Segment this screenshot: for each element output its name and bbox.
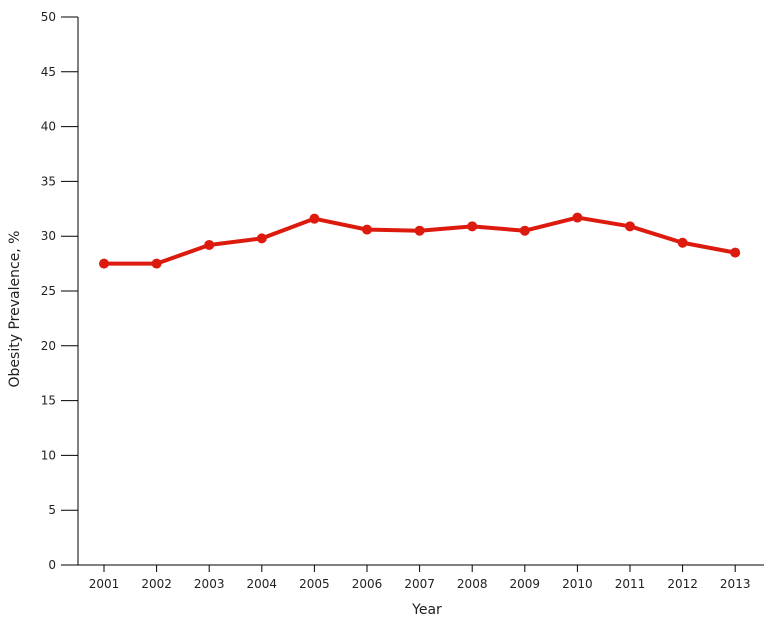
y-axis-title: Obesity Prevalence, % [7,231,23,388]
x-tick-label: 2006 [352,577,383,591]
x-tick-label: 2004 [247,577,278,591]
x-tick-label: 2002 [141,577,172,591]
x-tick-label: 2007 [404,577,435,591]
x-tick-label: 2008 [457,577,488,591]
y-tick-label: 10 [41,448,56,462]
x-tick-label: 2009 [510,577,541,591]
x-tick-label: 2013 [720,577,751,591]
data-point-marker [362,224,372,235]
data-point-marker [256,233,267,244]
y-tick-label: 25 [41,284,56,298]
y-tick-label: 45 [41,65,56,79]
data-point-marker [414,225,425,236]
data-point-marker [99,258,109,269]
data-point-marker [730,247,741,258]
data-point-marker [204,239,215,250]
data-point-marker [677,237,688,248]
y-tick-label: 50 [41,10,56,24]
x-tick-label: 2005 [299,577,330,591]
y-tick-label: 15 [41,394,56,408]
x-axis-title: Year [411,602,442,618]
series-line [104,215,736,266]
data-point-marker [309,213,320,224]
y-tick-label: 5 [48,503,56,517]
x-axis: 2001 2002 2003 2004 2005 2006 2007 2008 2009 2010… [61,564,764,591]
y-tick-label: 35 [41,174,56,188]
y-tick-label: 0 [48,558,56,572]
y-axis: 0 5 10 15 20 25 30 35 40 45 50 [41,10,79,572]
y-tick-label: 40 [41,120,56,134]
x-tick-label: 2012 [667,577,698,591]
data-point-marker [519,225,530,236]
y-tick-label: 20 [41,339,56,353]
data-point-marker [572,212,583,223]
series-obesity-prevalence [99,212,741,269]
x-tick-label: 2003 [194,577,225,591]
data-point-marker [151,258,162,269]
data-point-marker [625,221,635,232]
x-tick-label: 2010 [562,577,593,591]
data-point-marker [467,221,478,232]
x-tick-label: 2011 [615,577,646,591]
x-tick-label: 2001 [89,577,120,591]
y-tick-label: 30 [41,229,56,243]
